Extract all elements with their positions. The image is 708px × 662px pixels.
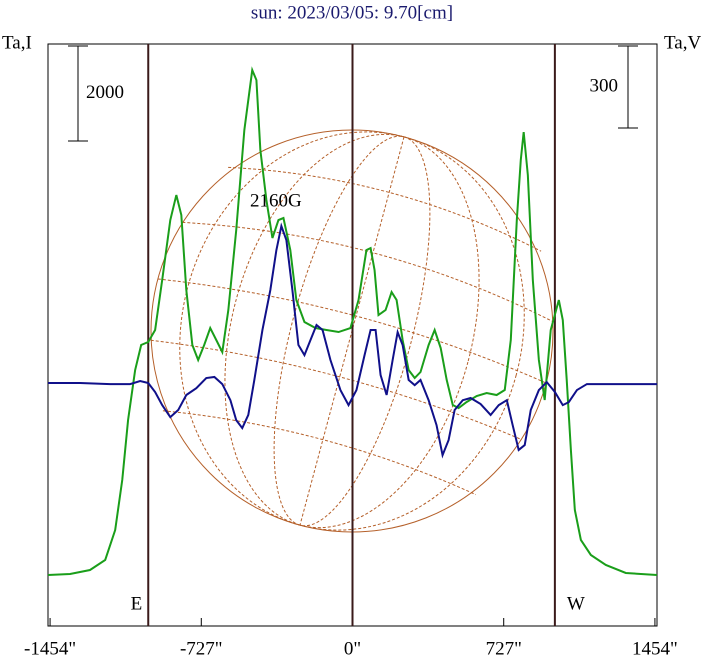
chart-title: sun: 2023/03/05: 9.70[cm]: [251, 2, 453, 23]
limb-label: W: [567, 593, 585, 614]
left-axis-label: Ta,I: [2, 32, 32, 53]
x-tick-label: 727": [486, 638, 522, 659]
x-tick-label: -727": [180, 638, 223, 659]
x-tick-label: 1454": [632, 638, 678, 659]
sun-disk: [150, 129, 554, 533]
series-line: [48, 66, 657, 576]
scale-bar-label: 2000: [86, 82, 124, 103]
scale-bar-label: 300: [590, 75, 619, 96]
scale-bar: 300: [590, 45, 638, 129]
annotation: 2160G: [250, 190, 302, 211]
series-line: [48, 222, 657, 459]
scale-bar: 2000: [68, 45, 124, 142]
x-tick-label: 0": [344, 638, 361, 659]
limb-label: E: [131, 593, 143, 614]
x-tick-label: -1454": [24, 638, 76, 659]
right-axis-label: Ta,V: [664, 32, 701, 53]
scale-bar-line: [68, 45, 88, 142]
scale-bar-line: [618, 45, 638, 129]
